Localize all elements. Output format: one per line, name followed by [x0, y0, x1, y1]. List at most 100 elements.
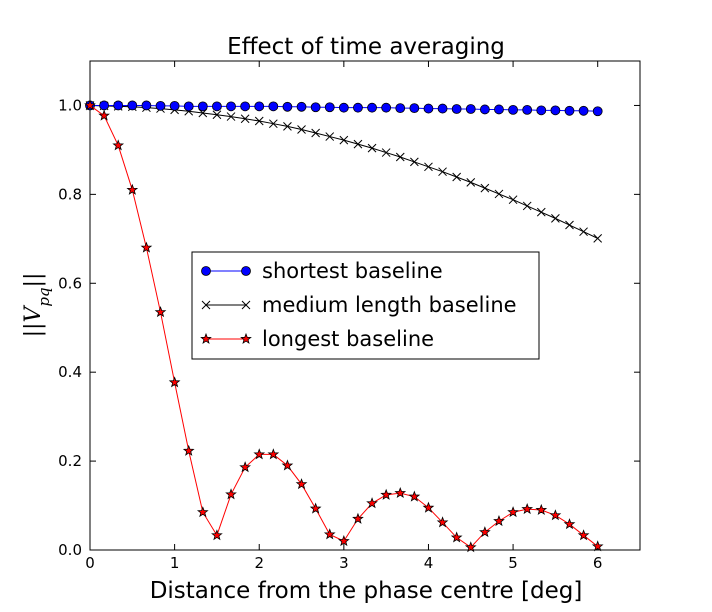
- data-point: [295, 478, 308, 490]
- data-point: [182, 444, 195, 456]
- data-point: [324, 102, 335, 113]
- legend-entry: shortest baseline: [201, 259, 443, 283]
- data-point: [99, 100, 110, 111]
- y-tick-label: 1.0: [58, 96, 82, 114]
- data-point: [127, 100, 138, 111]
- data-point: [480, 183, 490, 193]
- data-point: [311, 128, 320, 138]
- data-point: [254, 101, 265, 112]
- data-point: [309, 502, 322, 514]
- y-tick-label: 0.8: [58, 185, 82, 203]
- legend-label: shortest baseline: [262, 259, 443, 283]
- data-point: [212, 101, 222, 112]
- data-point: [494, 104, 504, 115]
- data-point: [338, 102, 349, 113]
- data-point: [551, 214, 560, 223]
- data-point: [183, 101, 194, 112]
- data-point: [423, 103, 434, 114]
- x-tick-label: 4: [424, 554, 434, 572]
- data-point: [578, 105, 589, 116]
- data-point: [479, 104, 490, 115]
- data-point: [380, 488, 392, 500]
- data-point: [283, 121, 292, 131]
- x-tick-label: 6: [593, 554, 603, 572]
- data-point: [240, 101, 251, 112]
- data-point: [536, 207, 546, 217]
- data-point: [395, 152, 405, 162]
- series-layer: [84, 99, 604, 553]
- data-point: [366, 497, 378, 509]
- data-point: [577, 529, 590, 541]
- data-point: [353, 139, 363, 149]
- data-point: [450, 531, 463, 543]
- legend-entry: longest baseline: [200, 327, 434, 351]
- data-point: [297, 125, 306, 134]
- data-point: [155, 100, 166, 111]
- data-point: [521, 502, 534, 515]
- y-tick-label: 0.0: [58, 541, 82, 559]
- x-tick-label: 0: [85, 554, 95, 572]
- data-point: [494, 189, 504, 199]
- y-axis-label: ||Vpq||: [21, 273, 53, 338]
- data-point: [226, 101, 236, 112]
- data-point: [212, 110, 222, 120]
- data-point: [267, 448, 280, 460]
- data-point: [325, 132, 335, 141]
- data-point: [394, 486, 407, 499]
- data-point: [550, 105, 561, 116]
- data-point: [436, 516, 449, 528]
- data-point: [591, 540, 604, 552]
- y-tick-label: 0.4: [58, 363, 82, 381]
- data-point: [437, 103, 448, 114]
- x-tick-label: 3: [339, 554, 349, 572]
- data-point: [201, 266, 211, 276]
- x-tick-label: 2: [254, 554, 264, 572]
- data-point: [493, 514, 505, 527]
- data-point: [466, 178, 476, 187]
- data-point: [408, 490, 421, 502]
- legend: shortest baseline medium length baseline l…: [191, 251, 540, 360]
- data-point: [211, 529, 223, 541]
- data-point: [367, 102, 377, 113]
- axis-ticks: 0 1 2 3 4 5 6 0.0 0.2 0.4 0.6 0.8 1.0: [58, 61, 640, 572]
- data-point: [536, 105, 547, 116]
- data-point: [339, 135, 349, 145]
- data-point: [126, 183, 139, 195]
- data-point: [141, 100, 152, 111]
- data-point: [254, 116, 264, 126]
- x-tick-label: 5: [508, 554, 518, 572]
- data-point: [565, 220, 574, 230]
- chart-title: Effect of time averaging: [227, 34, 505, 60]
- data-point: [268, 119, 278, 129]
- data-point: [281, 459, 294, 471]
- data-point: [452, 172, 462, 182]
- data-point: [154, 306, 167, 318]
- data-point: [239, 461, 251, 473]
- data-point: [282, 101, 293, 112]
- data-point: [323, 528, 336, 540]
- data-point: [240, 114, 250, 124]
- data-point: [169, 100, 180, 111]
- data-point: [563, 518, 576, 530]
- data-point: [465, 104, 476, 114]
- data-point: [395, 103, 406, 114]
- x-axis-label: Distance from the phase centre [deg]: [150, 578, 583, 604]
- data-point: [508, 195, 518, 205]
- data-point: [522, 201, 532, 211]
- legend-label: medium length baseline: [262, 293, 517, 317]
- data-point: [296, 101, 307, 112]
- data-point: [84, 99, 96, 111]
- data-point: [310, 102, 321, 113]
- data-point: [253, 448, 266, 460]
- y-tick-label: 0.6: [58, 274, 82, 292]
- data-point: [507, 506, 519, 518]
- data-point: [240, 332, 252, 344]
- data-point: [579, 227, 588, 237]
- data-point: [196, 506, 209, 518]
- data-point: [200, 332, 212, 344]
- data-point: [564, 105, 575, 116]
- legend-label: longest baseline: [262, 327, 434, 351]
- data-point: [464, 541, 477, 553]
- legend-entry: medium length baseline: [201, 293, 517, 317]
